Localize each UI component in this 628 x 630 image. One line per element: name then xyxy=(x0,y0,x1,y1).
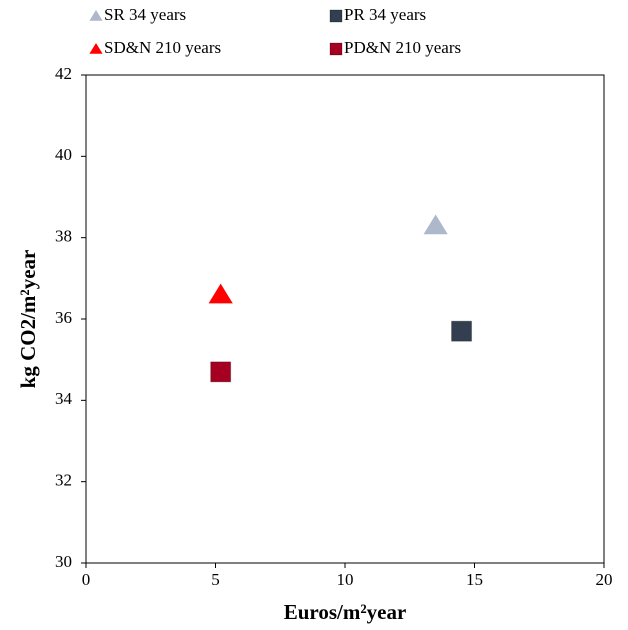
legend-marker xyxy=(329,9,343,23)
x-tick-label: 15 xyxy=(466,570,483,589)
legend-marker xyxy=(329,42,343,56)
legend-label: SR 34 years xyxy=(104,5,186,24)
y-tick-label: 30 xyxy=(55,552,72,571)
x-tick-label: 20 xyxy=(596,570,613,589)
point xyxy=(208,283,233,304)
y-axis-title: kg CO2/m²year xyxy=(16,250,40,389)
point xyxy=(210,361,232,383)
y-tick-label: 32 xyxy=(55,471,72,490)
legend-label: PR 34 years xyxy=(344,5,426,24)
legend-marker xyxy=(89,10,103,21)
legend-label: SD&N 210 years xyxy=(104,38,221,57)
y-tick-label: 36 xyxy=(55,308,72,327)
y-tick-label: 34 xyxy=(55,389,73,408)
x-axis-title: Euros/m²year xyxy=(284,600,407,624)
y-tick-label: 38 xyxy=(55,227,72,246)
point xyxy=(451,320,473,342)
point xyxy=(423,214,448,235)
legend-label: PD&N 210 years xyxy=(344,38,461,57)
x-tick-label: 0 xyxy=(82,570,91,589)
y-tick-label: 42 xyxy=(55,64,72,83)
x-tick-label: 10 xyxy=(337,570,354,589)
y-tick-label: 40 xyxy=(55,145,72,164)
x-tick-label: 5 xyxy=(211,570,220,589)
plot-frame xyxy=(85,74,605,564)
legend-marker xyxy=(89,43,103,54)
